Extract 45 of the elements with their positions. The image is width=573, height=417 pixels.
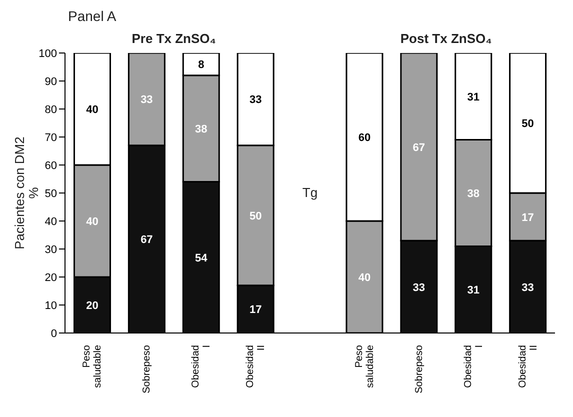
x-tick-label: Obesidad I bbox=[190, 345, 213, 388]
y-tick-label: 50 bbox=[44, 188, 57, 200]
data-label: 33 bbox=[412, 282, 426, 294]
x-tick-label: Peso saludable bbox=[354, 344, 376, 388]
data-label: 17 bbox=[522, 212, 534, 224]
y-tick-label: 70 bbox=[44, 132, 57, 144]
y-tick-label: 40 bbox=[44, 216, 57, 228]
x-tick-label: Sobrepeso bbox=[142, 344, 153, 394]
x-tick-label: Obesidad II bbox=[517, 345, 540, 388]
data-label: 40 bbox=[86, 104, 98, 116]
y-tick-label: 30 bbox=[44, 244, 57, 256]
y-axis-title: Pacientes con DM2 % bbox=[12, 136, 41, 250]
y-tick-label: 20 bbox=[44, 272, 57, 284]
y-tick-label: 100 bbox=[38, 48, 57, 60]
x-tick-label: Sobrepeso bbox=[414, 344, 425, 394]
data-label: 38 bbox=[195, 124, 208, 136]
data-label: 31 bbox=[467, 284, 480, 297]
annotation: Tg bbox=[302, 185, 318, 200]
data-label: 17 bbox=[249, 304, 262, 316]
chart-title: Panel A bbox=[68, 8, 116, 24]
data-label: 31 bbox=[467, 91, 480, 104]
data-label: 40 bbox=[86, 216, 98, 228]
data-label: 67 bbox=[412, 142, 426, 154]
y-tick-label: 80 bbox=[44, 104, 57, 116]
y-tick-label: 10 bbox=[44, 300, 57, 312]
y-tick-label: 90 bbox=[44, 76, 57, 88]
data-label: 33 bbox=[140, 94, 153, 106]
data-label: 20 bbox=[86, 300, 98, 312]
text: Post Tx ZnSO₄ bbox=[400, 31, 492, 46]
data-label: 33 bbox=[249, 94, 262, 106]
y-tick-label: 0 bbox=[50, 328, 57, 340]
x-tick-label: Obesidad I bbox=[462, 345, 485, 388]
data-label: 54 bbox=[195, 252, 208, 264]
data-label: 40 bbox=[358, 272, 371, 284]
data-label: 67 bbox=[140, 234, 153, 246]
y-tick-label: 60 bbox=[44, 160, 57, 172]
data-label: 60 bbox=[358, 132, 371, 144]
x-tick-label: Peso saludable bbox=[82, 344, 104, 388]
data-label: 38 bbox=[467, 188, 480, 200]
text: Pre Tx ZnSO₄ bbox=[132, 31, 216, 46]
data-label: 50 bbox=[249, 210, 262, 222]
x-tick-label: Obesidad II bbox=[245, 345, 268, 388]
data-label: 8 bbox=[198, 59, 204, 72]
data-label: 50 bbox=[522, 118, 534, 130]
data-label: 33 bbox=[522, 282, 534, 294]
